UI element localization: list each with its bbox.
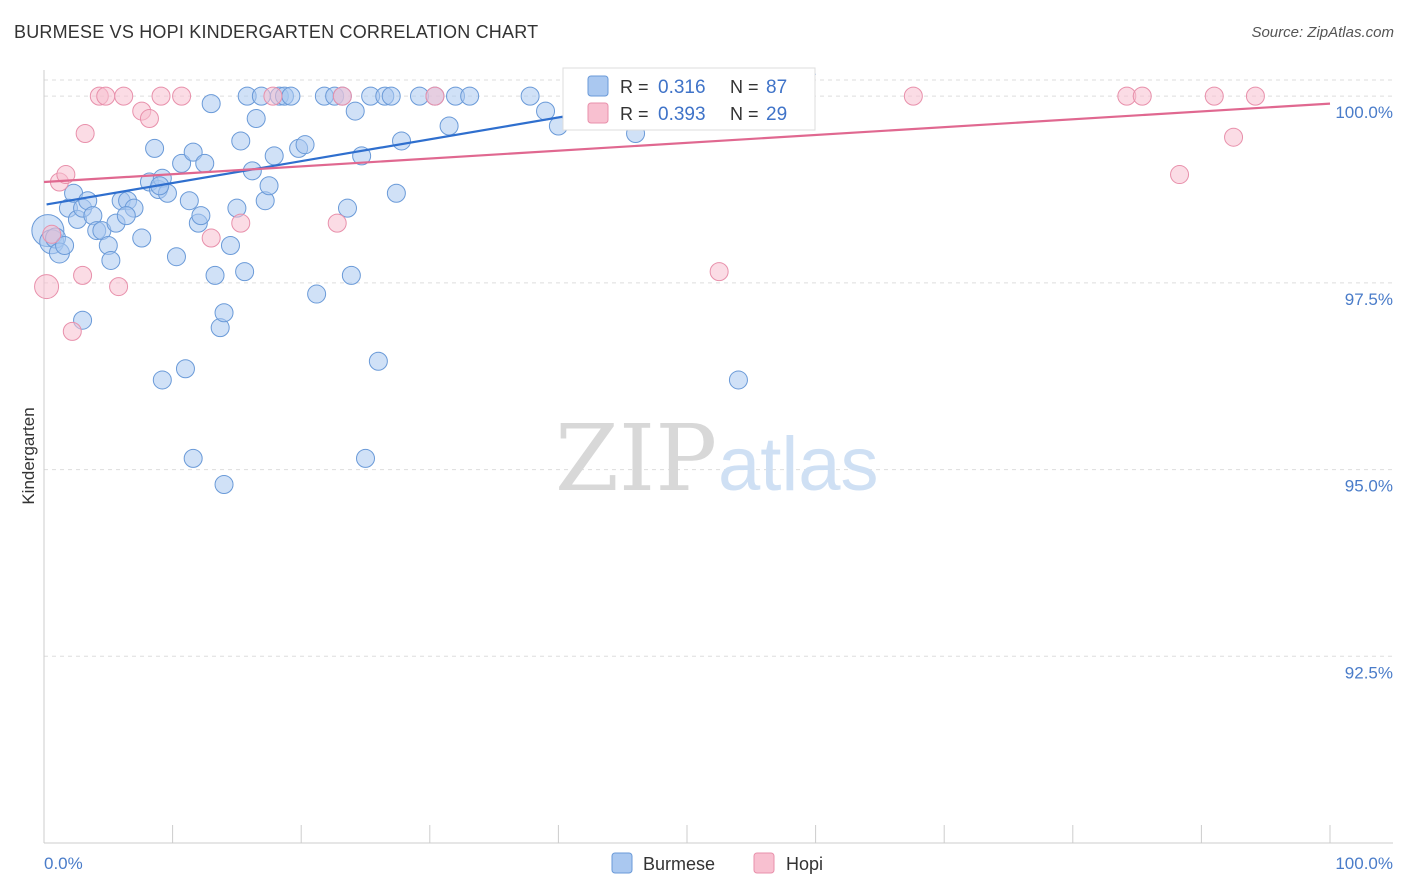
source-label: Source: ZipAtlas.com: [1251, 24, 1394, 41]
point-hopi: [425, 86, 445, 106]
point-hopi: [151, 86, 171, 106]
legend-label-hopi: Hopi: [786, 854, 823, 874]
point-burmese: [439, 116, 459, 136]
point-burmese: [392, 131, 412, 151]
point-burmese: [152, 370, 172, 390]
point-burmese: [368, 351, 388, 371]
point-burmese: [345, 101, 365, 121]
point-burmese: [201, 94, 221, 114]
point-hopi: [1245, 86, 1265, 106]
stats-swatch-hopi: [587, 102, 609, 124]
point-burmese: [295, 135, 315, 155]
point-hopi: [1224, 127, 1244, 147]
point-hopi: [62, 321, 82, 341]
point-hopi: [73, 265, 93, 285]
watermark-atlas: atlas: [718, 422, 879, 507]
bottom-legend: Burmese Hopi: [611, 852, 823, 874]
stats-legend: R = 0.316 N = 87 R = 0.393 N = 29: [562, 67, 816, 131]
trend-line-hopi: [43, 102, 1331, 184]
point-burmese: [341, 265, 361, 285]
watermark: ZIP atlas: [555, 405, 879, 512]
point-burmese: [307, 284, 327, 304]
point-hopi: [1170, 165, 1190, 185]
point-burmese: [264, 146, 284, 166]
point-burmese: [231, 131, 251, 151]
x-tick-label-max: 100.0%: [1335, 854, 1393, 873]
point-hopi: [332, 86, 352, 106]
y-tick-label: 95.0%: [1345, 477, 1393, 496]
point-hopi: [109, 277, 129, 297]
stats-swatch-burmese: [587, 75, 609, 97]
point-burmese: [246, 109, 266, 129]
stats-burmese-n-value: 87: [766, 77, 787, 98]
point-hopi: [34, 274, 60, 300]
point-burmese: [191, 206, 211, 226]
point-hopi: [114, 86, 134, 106]
legend-swatch-burmese: [611, 852, 633, 874]
point-burmese: [214, 303, 234, 323]
point-hopi: [172, 86, 192, 106]
point-burmese: [195, 153, 215, 173]
stats-burmese-r-value: 0.316: [658, 77, 706, 98]
point-burmese: [101, 250, 121, 270]
point-burmese: [381, 86, 401, 106]
point-burmese: [460, 86, 480, 106]
point-hopi: [139, 109, 159, 129]
point-burmese: [175, 359, 195, 379]
point-burmese: [520, 86, 540, 106]
point-burmese: [356, 448, 375, 468]
point-hopi: [96, 86, 116, 106]
point-hopi: [75, 123, 95, 143]
axes: 92.5% 95.0% 97.5% 100.0%: [43, 70, 1393, 844]
chart-title: BURMESE VS HOPI KINDERGARTEN CORRELATION…: [14, 22, 539, 42]
y-tick-label: 92.5%: [1345, 663, 1393, 682]
stats-hopi-r-label: R =: [620, 104, 649, 124]
point-hopi: [327, 213, 347, 233]
point-hopi: [201, 228, 221, 248]
point-burmese: [166, 247, 186, 267]
legend-swatch-hopi: [753, 852, 775, 874]
point-burmese: [214, 475, 234, 495]
point-hopi: [903, 86, 923, 106]
point-burmese: [205, 265, 225, 285]
stats-burmese-n-label: N =: [730, 77, 759, 97]
point-hopi: [709, 262, 729, 282]
stats-hopi-n-label: N =: [730, 104, 759, 124]
point-hopi: [231, 213, 251, 233]
stats-hopi-n-value: 29: [766, 104, 787, 125]
point-burmese: [728, 370, 748, 390]
point-burmese: [116, 206, 136, 226]
point-burmese: [172, 153, 192, 173]
point-burmese: [145, 138, 165, 158]
point-burmese: [132, 228, 152, 248]
watermark-zip: ZIP: [555, 405, 717, 512]
point-burmese: [220, 236, 240, 256]
point-burmese: [337, 198, 357, 218]
point-burmese: [259, 176, 279, 196]
y-tick-label: 97.5%: [1345, 290, 1393, 309]
point-hopi: [42, 224, 62, 244]
y-tick-label: 100.0%: [1335, 103, 1393, 122]
point-burmese: [281, 86, 301, 106]
stats-hopi-r-value: 0.393: [658, 104, 706, 125]
y-axis-title: Kindergarten: [19, 407, 38, 504]
point-burmese: [536, 101, 556, 121]
point-burmese: [235, 262, 255, 282]
point-hopi: [263, 86, 283, 106]
point-burmese: [183, 142, 203, 162]
point-burmese: [386, 183, 406, 203]
legend-label-burmese: Burmese: [643, 854, 715, 874]
point-burmese: [183, 448, 203, 468]
point-hopi: [1204, 86, 1224, 106]
point-burmese: [179, 191, 199, 211]
stats-burmese-r-label: R =: [620, 77, 649, 97]
x-tick-label-min: 0.0%: [44, 854, 83, 873]
point-hopi: [56, 165, 76, 185]
point-hopi: [1132, 86, 1152, 106]
point-burmese: [55, 236, 75, 256]
